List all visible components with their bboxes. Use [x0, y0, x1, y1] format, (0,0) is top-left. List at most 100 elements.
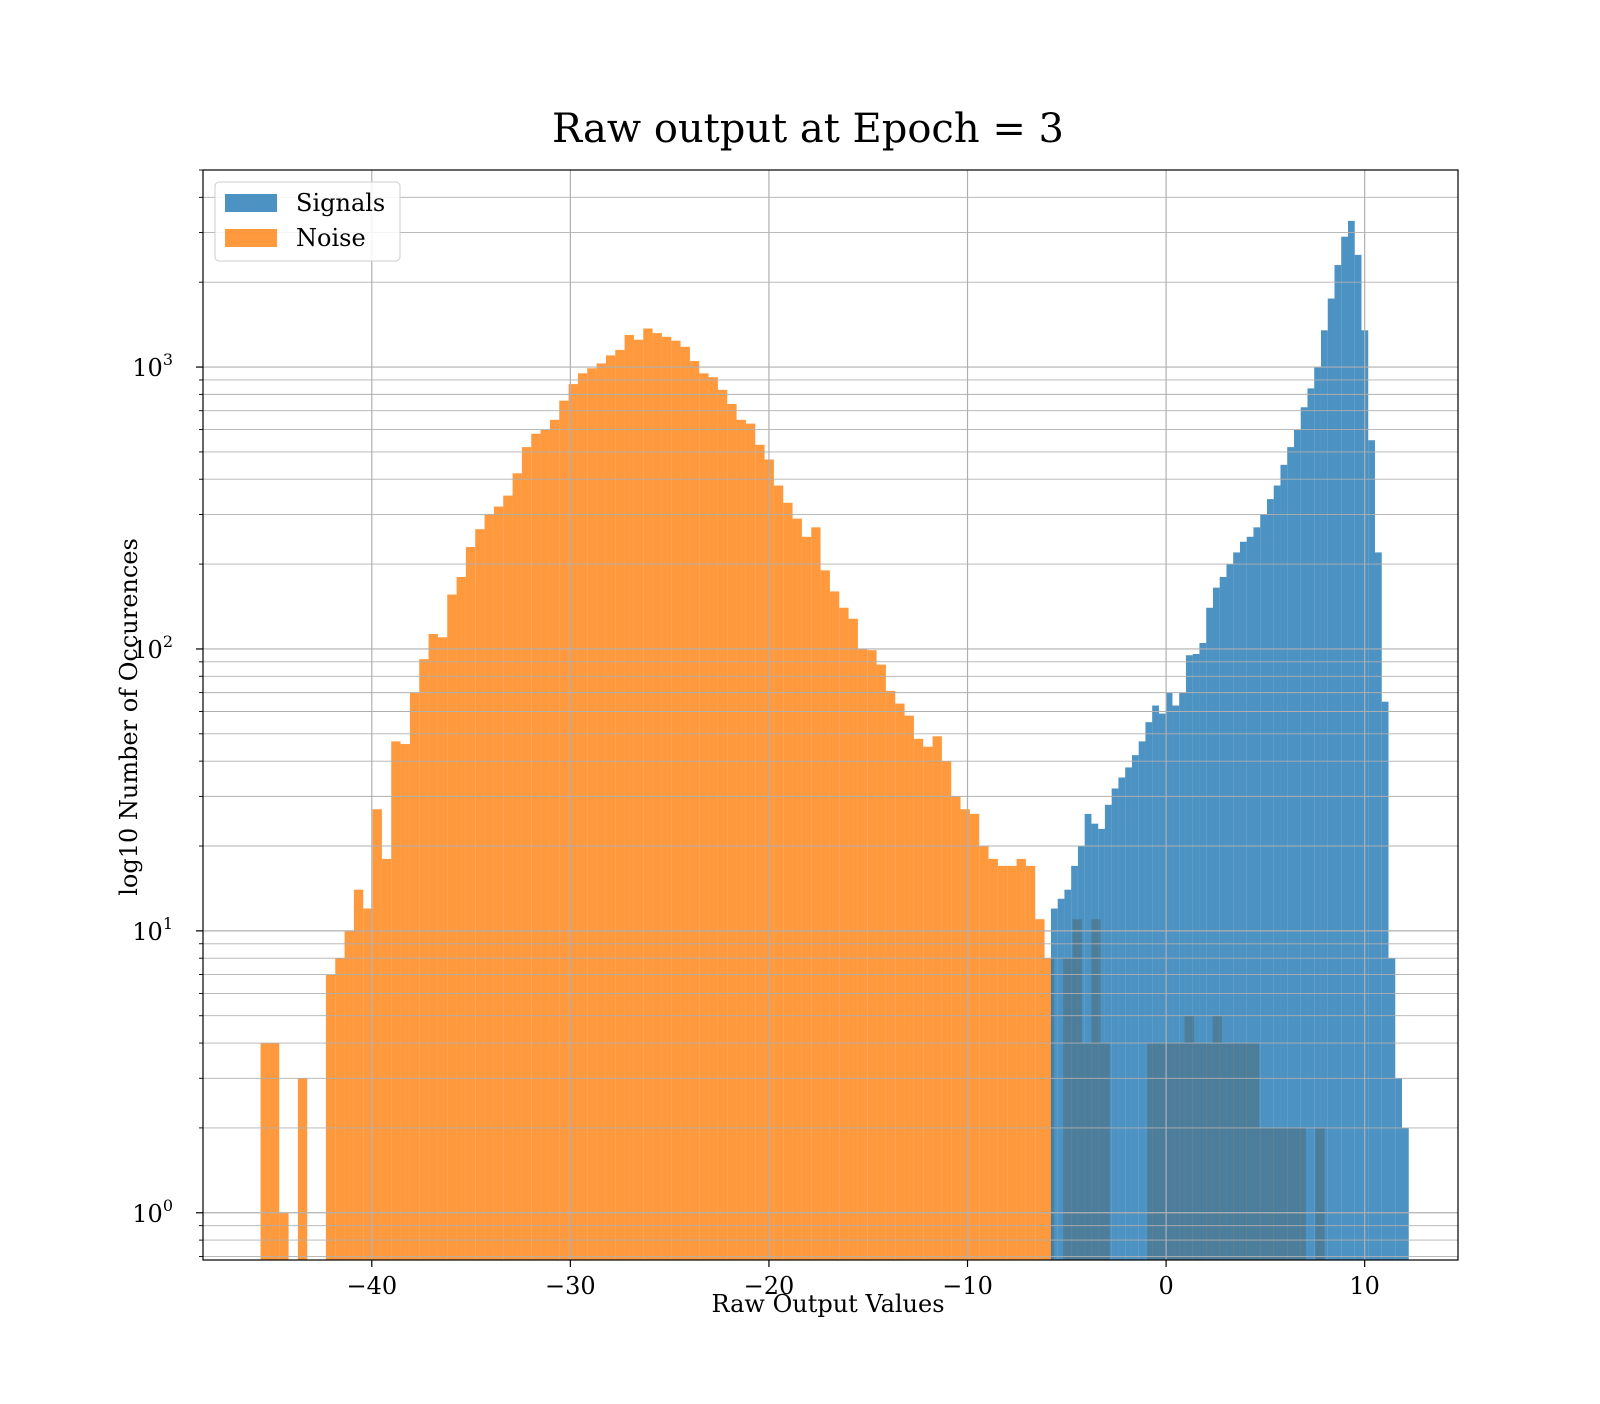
signals-bar	[1287, 447, 1294, 1260]
noise-bar	[391, 741, 401, 1260]
noise-bar	[512, 473, 522, 1260]
signals-bar	[1192, 653, 1200, 1260]
noise-bar	[820, 570, 830, 1260]
noise-bar	[409, 692, 420, 1260]
signals-bar	[1307, 388, 1315, 1260]
signals-bar	[1091, 823, 1099, 1260]
noise-bar	[885, 690, 896, 1260]
legend-swatch-signals	[225, 194, 277, 212]
noise-bar	[447, 594, 457, 1260]
signals-bar	[1368, 440, 1375, 1260]
signals-bar	[1131, 755, 1139, 1260]
noise-bar	[437, 637, 448, 1260]
signals-bar	[1104, 804, 1112, 1260]
legend: Signals Noise	[214, 181, 401, 262]
noise-bar	[876, 664, 886, 1260]
noise-bar	[475, 529, 485, 1260]
noise-bar	[568, 384, 578, 1261]
signals-bar	[1071, 865, 1078, 1260]
noise-bar	[960, 809, 970, 1260]
y-axis-label: log10 Number of Occurences	[115, 538, 143, 896]
noise-bar	[643, 328, 653, 1260]
signals-bar	[1064, 889, 1072, 1260]
y-tick-exponent: 2	[163, 632, 173, 651]
noise-bar	[269, 1043, 280, 1260]
signals-bar	[1111, 788, 1119, 1260]
signals-bar	[1118, 777, 1126, 1260]
noise-bar	[325, 974, 336, 1260]
x-axis-ticks: −40 −30 −20 −10 0 10	[346, 1260, 1380, 1300]
signals-bar	[1327, 298, 1335, 1260]
grid-lines	[203, 169, 1458, 1260]
axes-frame	[202, 169, 1459, 1261]
signals-bar	[1280, 464, 1288, 1260]
noise-bar	[344, 930, 354, 1260]
legend-label-signals: Signals	[296, 189, 385, 217]
noise-bar	[363, 908, 373, 1260]
signals-bar	[1402, 1127, 1409, 1260]
noise-bar	[1016, 858, 1026, 1260]
noise-bar	[372, 809, 382, 1260]
noise-bar	[811, 527, 821, 1260]
noise-bar	[503, 495, 513, 1261]
noise-bar	[1007, 865, 1017, 1260]
signals-bar	[1341, 236, 1348, 1260]
signals-bar	[1395, 1078, 1402, 1260]
legend-swatch-noise	[225, 229, 277, 247]
noise-bar	[988, 858, 998, 1260]
histogram-bars	[260, 220, 1409, 1261]
noise-bar	[839, 607, 849, 1260]
noise-bar	[857, 648, 868, 1260]
y-tick-exponent: 0	[163, 1196, 173, 1215]
signals-bar	[1347, 220, 1355, 1260]
noise-bar	[783, 502, 793, 1260]
signals-bar	[1300, 407, 1308, 1260]
noise-bar	[465, 546, 476, 1260]
noise-bar	[484, 514, 494, 1260]
noise-bar	[904, 715, 914, 1260]
noise-bar	[717, 389, 728, 1260]
noise-bar	[428, 634, 438, 1260]
noise-bar	[895, 703, 905, 1260]
noise-bar	[540, 429, 550, 1261]
y-tick-exponent: 3	[163, 350, 173, 369]
noise-bar	[969, 813, 980, 1260]
noise-bar	[596, 363, 606, 1260]
signals-bar	[1314, 367, 1321, 1260]
noise-bar	[633, 339, 644, 1261]
noise-bar	[923, 746, 933, 1260]
noise-bar	[615, 349, 625, 1260]
noise-bar	[689, 361, 700, 1260]
signals-bar	[1239, 541, 1247, 1260]
x-tick-label: −30	[545, 1272, 596, 1300]
signals-bar	[1375, 552, 1382, 1260]
legend-label-noise: Noise	[296, 224, 366, 252]
signals-bar	[1273, 485, 1281, 1260]
noise-bar	[381, 858, 392, 1260]
signals-bar	[1354, 254, 1362, 1261]
noise-bar	[661, 336, 672, 1260]
signals-bar	[1057, 898, 1065, 1260]
signals-bar	[1293, 429, 1301, 1261]
signals-bar	[1246, 536, 1254, 1260]
noise-bar	[727, 403, 737, 1260]
x-tick-label: −20	[744, 1272, 795, 1300]
signals-bar	[1233, 552, 1240, 1260]
noise-bar	[1044, 958, 1054, 1260]
noise-bar	[456, 576, 466, 1260]
noise-bar	[736, 419, 746, 1260]
x-tick-label: −10	[942, 1272, 993, 1300]
noise-bar	[829, 591, 840, 1260]
noise-bar	[848, 618, 858, 1260]
signals-bar	[1145, 722, 1153, 1260]
noise-bar	[708, 377, 718, 1260]
noise-bar	[773, 485, 784, 1260]
signals-bar	[1219, 576, 1227, 1260]
signals-bar	[1260, 514, 1267, 1260]
chart-title: Raw output at Epoch = 3	[552, 106, 1064, 152]
noise-bar	[755, 444, 765, 1260]
signals-bar	[1098, 828, 1105, 1260]
signals-bar	[1388, 958, 1396, 1260]
